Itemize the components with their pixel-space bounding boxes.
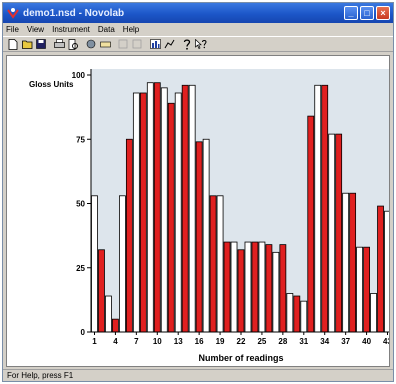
- disabled-icon-a: [117, 38, 129, 50]
- x-tick-label: 7: [134, 337, 139, 346]
- bar-reading-13: [174, 92, 182, 333]
- statistics-icon[interactable]: [163, 38, 175, 50]
- bar-reading-4: [112, 318, 119, 333]
- x-axis-label: Number of readings: [198, 353, 283, 363]
- disabled-icon-b: [131, 38, 143, 50]
- y-tick-label: 100: [72, 71, 86, 80]
- bar-reading-7: [132, 92, 140, 333]
- bar-reading-1: [91, 195, 98, 333]
- x-tick-label: 13: [174, 337, 183, 346]
- bar-reading-40: [363, 246, 370, 333]
- bar-reading-25: [258, 241, 266, 333]
- bar-reading-38: [349, 192, 357, 333]
- menu-data[interactable]: Data: [97, 24, 115, 34]
- bar-reading-43: [384, 210, 391, 333]
- bar-reading-33: [314, 84, 322, 333]
- bar-reading-39: [356, 246, 364, 333]
- menu-instrument[interactable]: Instrument: [52, 24, 90, 34]
- y-tick-label: 0: [81, 328, 86, 337]
- help-icon[interactable]: [181, 38, 193, 50]
- bar-reading-23: [244, 241, 252, 333]
- x-tick-label: 16: [195, 337, 204, 346]
- bar-reading-27: [272, 251, 280, 333]
- bar-reading-22: [237, 249, 245, 333]
- y-tick-label: 50: [76, 200, 85, 209]
- x-tick-label: 31: [299, 337, 308, 346]
- menu-bar: File View Instrument Data Help: [3, 23, 393, 35]
- bar-reading-31: [300, 300, 308, 333]
- bar-reading-20: [223, 241, 231, 333]
- bar-reading-14: [181, 84, 189, 333]
- bar-reading-34: [321, 84, 329, 333]
- bar-reading-6: [125, 138, 133, 333]
- bar-reading-16: [195, 141, 203, 333]
- menu-view[interactable]: View: [26, 24, 45, 34]
- x-tick-label: 37: [341, 337, 350, 346]
- y-tick-label: 75: [76, 135, 85, 144]
- x-tick-label: 25: [257, 337, 266, 346]
- bar-reading-3: [105, 295, 112, 333]
- bar-reading-18: [209, 195, 217, 333]
- bar-reading-32: [307, 115, 315, 333]
- bar-reading-26: [265, 244, 273, 333]
- maximize-button[interactable]: □: [360, 6, 374, 20]
- app-logo-icon: [7, 8, 19, 19]
- bar-reading-12: [167, 102, 175, 333]
- x-tick-label: 22: [237, 337, 246, 346]
- x-tick-label: 43: [383, 337, 389, 346]
- x-tick-label: 19: [216, 337, 225, 346]
- close-button[interactable]: ×: [376, 6, 390, 20]
- bar-reading-30: [293, 295, 301, 333]
- y-tick-label: 25: [76, 264, 85, 273]
- bar-reading-9: [146, 82, 154, 333]
- status-text: For Help, press F1: [7, 371, 74, 380]
- bar-reading-24: [251, 241, 259, 333]
- bar-reading-28: [279, 244, 287, 333]
- bar-reading-21: [230, 241, 238, 333]
- x-tick-label: 40: [362, 337, 371, 346]
- chart-icon[interactable]: [149, 38, 161, 50]
- print-icon[interactable]: [53, 38, 65, 50]
- bar-reading-42: [377, 205, 384, 333]
- context-help-icon[interactable]: [195, 38, 207, 50]
- window-title: demo1.nsd - Novolab: [23, 7, 125, 19]
- minimize-button[interactable]: _: [344, 6, 358, 20]
- window-controls: _ □ ×: [344, 6, 390, 20]
- x-tick-label: 1: [92, 337, 97, 346]
- x-tick-label: 34: [320, 337, 329, 346]
- bar-reading-29: [286, 293, 294, 333]
- chart-view: 0 25 50 75 100 1 4 7 10 13 16 19 22 25 28 31 34 37 40 43 G…: [6, 55, 393, 367]
- menu-file[interactable]: File: [6, 24, 19, 34]
- bar-reading-19: [216, 195, 224, 333]
- status-bar: For Help, press F1: [3, 369, 393, 381]
- open-folder-icon[interactable]: [21, 38, 33, 50]
- bar-reading-35: [328, 133, 336, 333]
- title-bar[interactable]: demo1.nsd - Novolab _ □ ×: [3, 3, 393, 23]
- bar-reading-5: [119, 195, 126, 333]
- bar-reading-2: [98, 249, 105, 333]
- bar-chart: 0 25 50 75 100 1 4 7 10 13 16 19 22 25 28 31 34 37 40 43 G…: [29, 69, 393, 363]
- bar-reading-37: [342, 192, 350, 333]
- bar-reading-41: [370, 293, 377, 333]
- print-preview-icon[interactable]: [67, 38, 79, 50]
- x-tick-label: 4: [113, 337, 118, 346]
- bar-reading-15: [188, 84, 196, 333]
- bar-reading-8: [139, 92, 147, 333]
- toolbar: [3, 36, 393, 52]
- app-window: demo1.nsd - Novolab _ □ × File View Inst…: [2, 2, 394, 382]
- bar-reading-10: [153, 82, 161, 333]
- x-tick-label: 28: [278, 337, 287, 346]
- ruler-icon[interactable]: [99, 38, 111, 50]
- bar-reading-11: [160, 87, 168, 333]
- bar-reading-17: [202, 138, 210, 333]
- instrument-icon[interactable]: [85, 38, 97, 50]
- y-axis-label: Gloss Units: [29, 80, 74, 89]
- save-disk-icon[interactable]: [35, 38, 47, 50]
- menu-help[interactable]: Help: [122, 24, 140, 34]
- bar-reading-36: [335, 133, 343, 333]
- new-file-icon[interactable]: [7, 38, 19, 50]
- x-tick-label: 10: [153, 337, 162, 346]
